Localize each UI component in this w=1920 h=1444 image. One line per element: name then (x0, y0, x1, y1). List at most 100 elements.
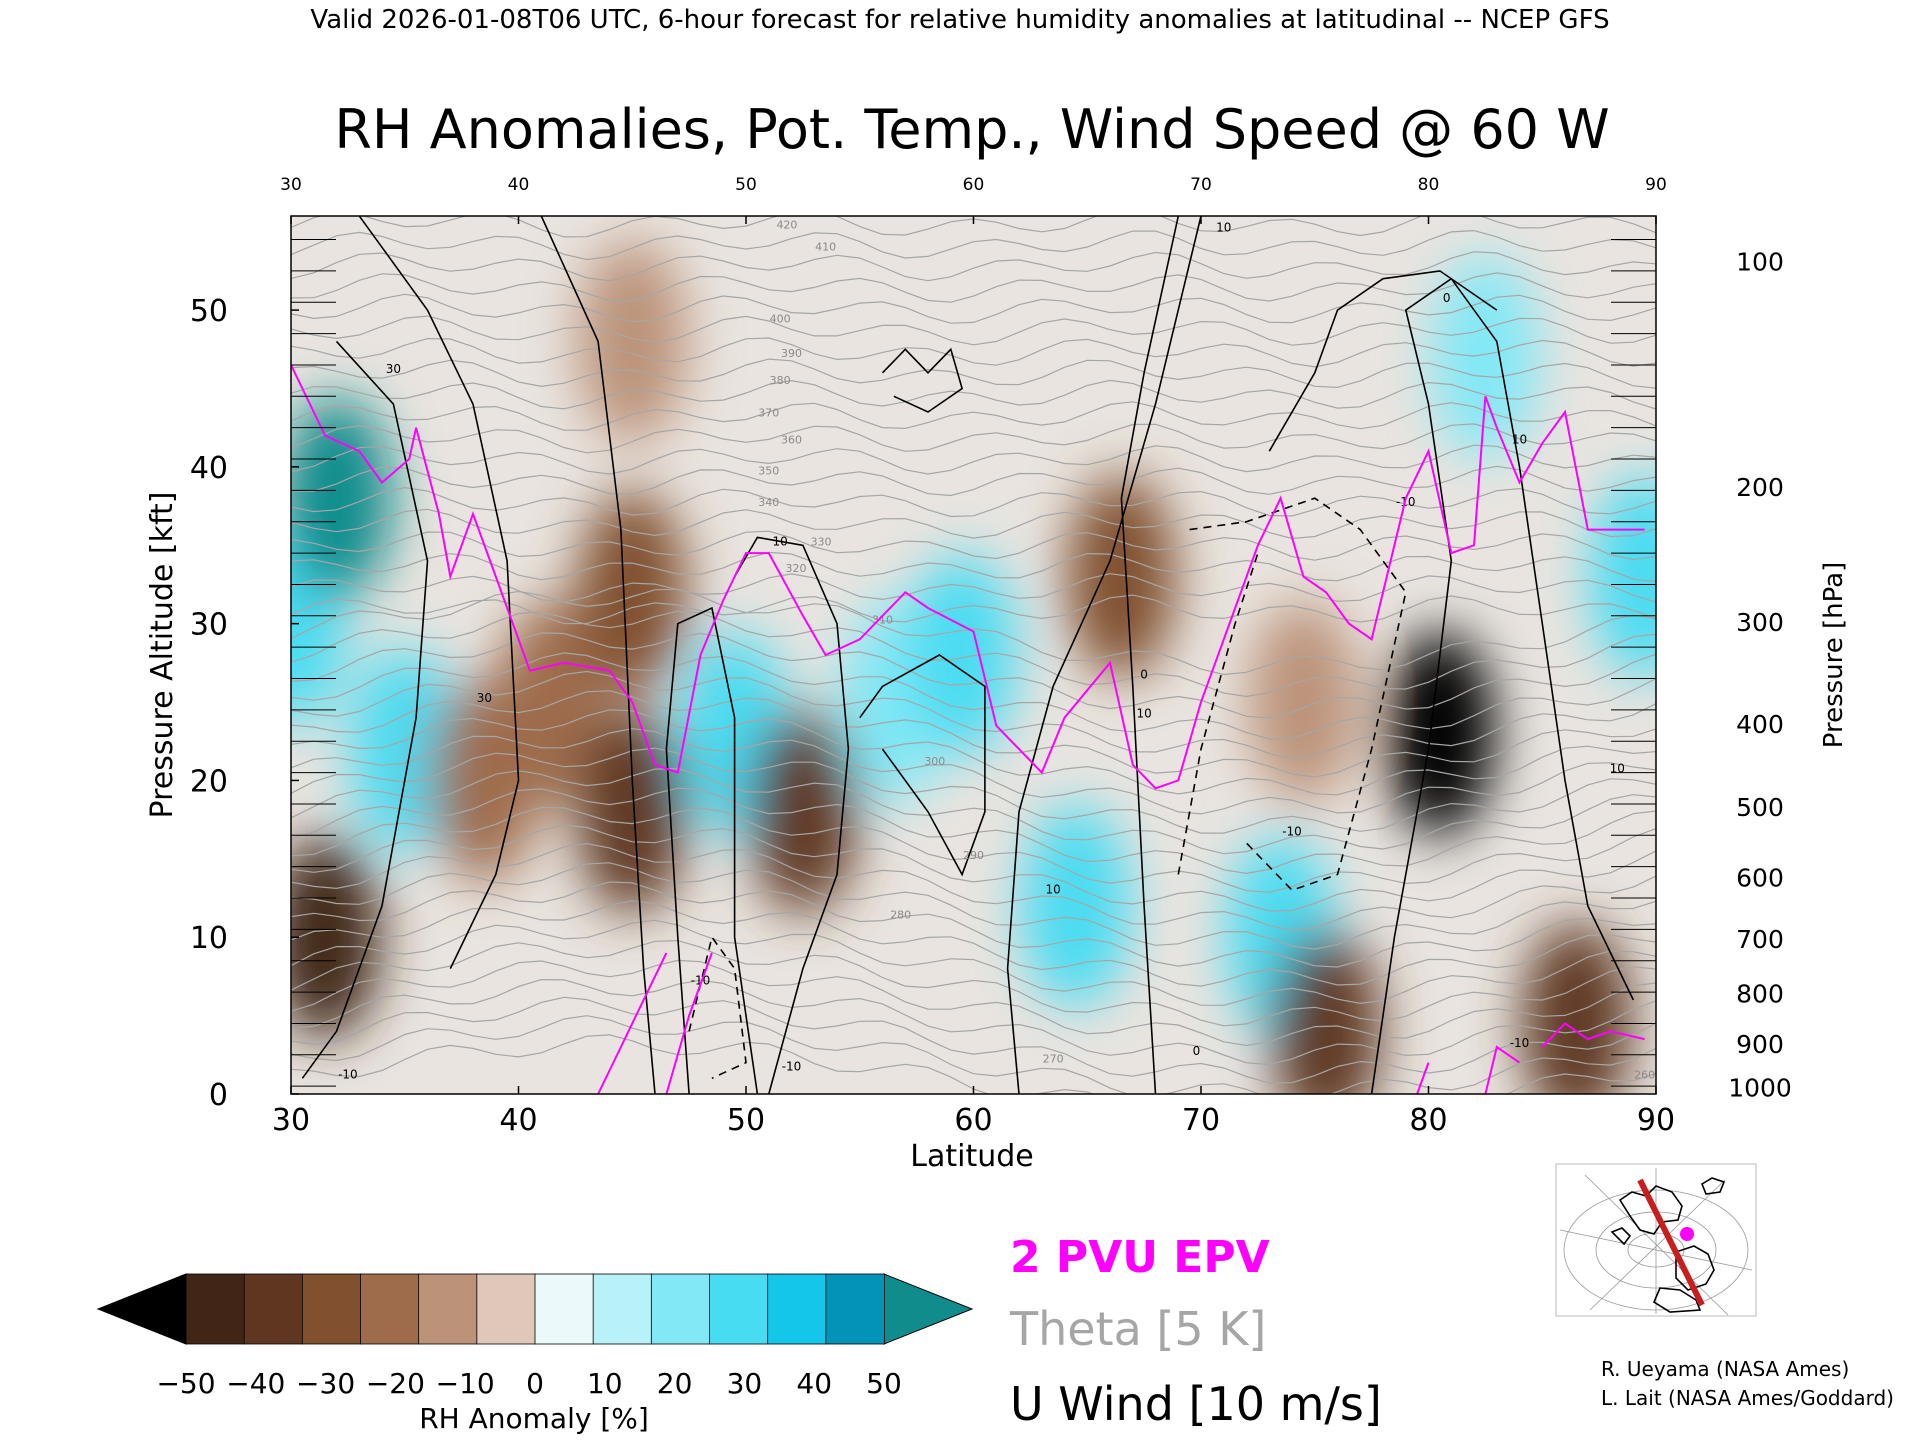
plot-area: 4204104003903803703603503403303203103002… (190, 175, 1792, 1138)
u-wind-contour (301, 340, 429, 1079)
x-tick-label: 50 (727, 1103, 765, 1138)
pressure-tick-label: 400 (1736, 710, 1784, 739)
theta-contour (291, 358, 1656, 389)
u-wind-contour (358, 216, 520, 969)
theta-contour (291, 881, 1656, 968)
x-top-tick-label: 90 (1645, 175, 1667, 195)
rh-anomaly-cell (1385, 631, 1495, 836)
theta-contour (291, 690, 1656, 778)
x-axis-top-ticks: 30 40 50 60 70 80 90 (280, 175, 1667, 224)
credit-line-1: R. Ueyama (NASA Ames) (1601, 1357, 1849, 1381)
pressure-tick-label: 200 (1736, 473, 1784, 502)
colorbar-tick-label: 20 (657, 1367, 693, 1400)
colorbar-segment (592, 1273, 653, 1345)
theta-contour (291, 551, 1656, 583)
colorbar-segment (767, 1273, 827, 1345)
u-wind-contour (540, 216, 656, 1094)
y-tick-label: 20 (190, 764, 228, 799)
theta-contour-label: 320 (786, 562, 807, 575)
theta-contour (291, 996, 1656, 1084)
rh-anomaly-cell (1021, 803, 1131, 1008)
theta-contour (291, 530, 1656, 561)
colorbar-segment (418, 1273, 478, 1345)
colorbar-segment (185, 1273, 246, 1345)
theta-contour-label: 340 (758, 496, 779, 509)
x-top-tick-label: 60 (963, 175, 985, 195)
x-top-tick-label: 80 (1418, 175, 1440, 195)
u-wind-contour-label: -10 (782, 1059, 802, 1073)
theta-contour-label: 420 (776, 219, 797, 232)
rh-anomaly-cell (1430, 255, 1540, 460)
theta-contour (291, 594, 1656, 625)
y-tick-label: 50 (190, 294, 228, 329)
pressure-tick-label: 900 (1736, 1030, 1784, 1059)
u-wind-contour (665, 606, 759, 1094)
pressure-tick-label: 300 (1736, 608, 1784, 637)
pressure-axis-label: Pressure [hPa] (1819, 562, 1849, 749)
u-wind-contour (733, 536, 850, 1094)
theta-contour (291, 824, 1656, 912)
u-wind-contour (688, 935, 747, 1080)
y-axis-ticks: 0 10 20 30 40 50 (190, 294, 299, 1113)
x-tick-label: 30 (272, 1103, 310, 1138)
colorbar-under-arrow (96, 1273, 187, 1345)
theta-contour (291, 610, 1656, 698)
u-wind-contour (1177, 552, 1259, 875)
rh-anomaly-cell (1521, 921, 1631, 1094)
x-tick-label: 90 (1637, 1103, 1675, 1138)
theta-contour (291, 939, 1656, 1027)
x-top-tick-label: 40 (508, 175, 530, 195)
x-tick-label: 40 (499, 1103, 537, 1138)
colorbar-tick-label: 0 (526, 1367, 544, 1400)
theta-contour (291, 486, 1656, 518)
theta-contour (291, 379, 1656, 410)
theta-contour (291, 315, 1656, 346)
x-axis-label: Latitude (910, 1139, 1033, 1174)
legend-uwind: U Wind [10 m/s] (1010, 1377, 1382, 1431)
colorbar-segment (360, 1273, 420, 1345)
theta-contour (291, 652, 1656, 740)
u-wind-contour (1006, 216, 1202, 1094)
u-wind-contour-label: 30 (477, 691, 492, 705)
rh-anomaly-cell (1248, 600, 1358, 804)
theta-contour (291, 806, 1656, 893)
colorbar-tick-label: 10 (587, 1367, 623, 1400)
epv-2pvu-line (291, 364, 1645, 790)
u-wind-contour-label: 10 (1512, 432, 1527, 446)
colorbar-tick-label: −20 (366, 1367, 425, 1400)
y-tick-label: 10 (190, 921, 228, 956)
locator-map (1555, 1163, 1757, 1317)
pressure-tick-label: 100 (1736, 247, 1784, 276)
u-wind-contour-label: 10 (1045, 882, 1060, 896)
theta-contour (291, 727, 1656, 815)
u-wind-contour-label: 10 (1610, 762, 1625, 776)
epv-surface-segment (597, 952, 668, 1094)
colorbar-tick-label: −50 (156, 1367, 215, 1400)
epv-surface-segment (1541, 1022, 1645, 1048)
u-wind-contour (1120, 216, 1180, 1094)
theta-contour (291, 588, 1656, 676)
rh-anomaly-cell (748, 709, 858, 914)
theta-contour (291, 229, 1656, 261)
theta-contour-label: 370 (758, 407, 779, 420)
x-tick-label: 60 (954, 1103, 992, 1138)
y-tick-label: 40 (190, 451, 228, 486)
cross-section-marker (1680, 1227, 1694, 1241)
theta-contour-label: 360 (781, 433, 802, 446)
pressure-tick-label: 1000 (1728, 1074, 1792, 1103)
u-wind-contour-label: -10 (691, 973, 711, 987)
colorbar-segment (301, 1273, 362, 1345)
theta-contour-label: 290 (963, 849, 984, 862)
rh-anomaly-cell (1271, 929, 1381, 1094)
pressure-tick-label: 600 (1736, 864, 1784, 893)
colorbar-tick-label: −30 (296, 1367, 355, 1400)
theta-contour-label: 330 (811, 535, 832, 548)
u-wind-contours (301, 216, 1635, 1094)
u-wind-contour-label: -10 (338, 1067, 358, 1081)
rh-anomaly-cell (1590, 474, 1656, 679)
theta-contour (291, 251, 1656, 282)
u-wind-contour-label: 30 (386, 362, 401, 376)
colorbar-label: RH Anomaly [%] (419, 1402, 649, 1435)
